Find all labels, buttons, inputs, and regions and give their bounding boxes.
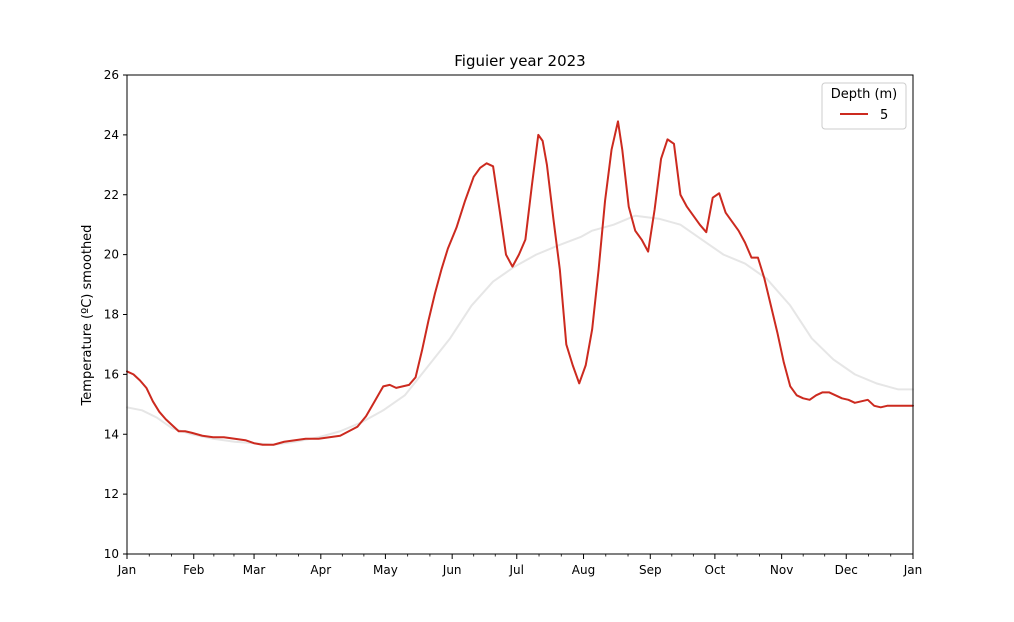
x-axis: Jan Feb Mar Apr May Jun Jul Aug Sep Oct Nov Dec Jan	[117, 554, 923, 577]
legend-entry-5: 5	[880, 108, 888, 123]
y-tick-label: 26	[104, 68, 119, 82]
series-layer	[126, 120, 914, 446]
x-tick-label: Feb	[183, 563, 204, 577]
x-tick-label: Jan	[117, 563, 137, 577]
legend: Depth (m) 5	[821, 82, 907, 130]
background-series-line	[126, 214, 914, 446]
x-tick-label: Dec	[835, 563, 858, 577]
y-axis: 10 12 14 16 18 20 22 24 26	[104, 68, 127, 561]
x-tick-label: Mar	[243, 563, 266, 577]
y-tick-label: 24	[104, 128, 119, 142]
y-axis-label: Temperature (ºC) smoothed	[80, 225, 95, 407]
x-tick-label: Oct	[705, 563, 726, 577]
x-tick-label: Apr	[310, 563, 331, 577]
y-tick-label: 14	[104, 427, 119, 441]
x-tick-label: Jun	[442, 563, 462, 577]
chart-title: Figuier year 2023	[454, 52, 585, 70]
x-tick-label: Nov	[770, 563, 793, 577]
x-tick-label: Sep	[639, 563, 662, 577]
x-tick-label: May	[373, 563, 398, 577]
y-tick-label: 22	[104, 188, 119, 202]
y-tick-label: 12	[104, 487, 119, 501]
y-tick-label: 20	[104, 248, 119, 262]
y-tick-label: 10	[104, 547, 119, 561]
x-tick-label: Jul	[509, 563, 524, 577]
x-tick-label: Jan	[903, 563, 923, 577]
legend-title: Depth (m)	[831, 87, 898, 102]
y-tick-label: 16	[104, 367, 119, 381]
x-tick-label: Aug	[572, 563, 595, 577]
series-line-5	[126, 120, 914, 446]
legend-box	[821, 82, 907, 130]
y-tick-label: 18	[104, 308, 119, 322]
